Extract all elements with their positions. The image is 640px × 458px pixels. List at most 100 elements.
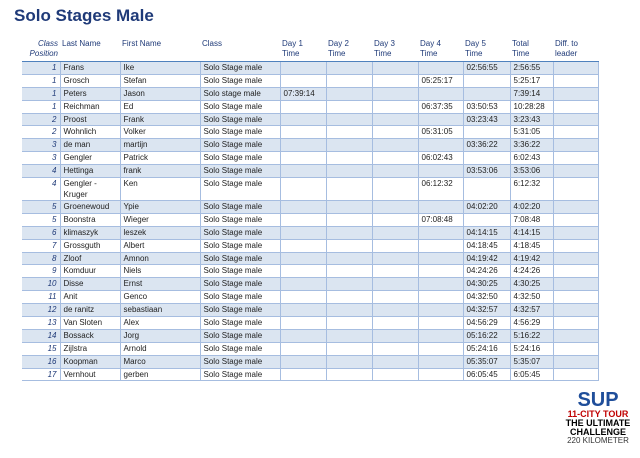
table-row: 2 Proost Frank Solo Stage male 03:23:43 3:23:… [22,112,599,127]
table-body: 1 Frans Ike Solo Stage male 02:56:55 2:56:55 1… [22,61,599,382]
cell: 17 [22,367,61,382]
cell [462,125,511,140]
cell: Solo Stage male [199,177,281,202]
cell: 4:19:42 [509,251,554,266]
header-text: Class [37,39,58,48]
cell: 07:39:14 [279,86,327,101]
cell: Solo Stage male [199,328,281,343]
table-row: 7 Grossguth Albert Solo Stage male 04:18:45 4… [22,238,599,253]
cell [325,112,373,127]
cell [371,200,419,214]
cell: 13 [22,316,61,330]
cell [371,238,419,253]
header-row: Class Position Last Name First Name Class Day… [22,39,598,62]
table-row: 1 Frans Ike Solo Stage male 02:56:55 2:56:55 [22,61,599,75]
logo-line: THE ULTIMATE [565,418,631,428]
cell: Volker [119,125,201,140]
cell: Solo Stage male [199,112,281,127]
cell [325,251,373,266]
cell [325,61,373,75]
cell: leszek [119,225,201,240]
cell [552,112,599,127]
cell [417,264,464,279]
column-header: Day 5 Time [463,39,510,62]
cell [371,367,419,382]
cell: Ken [119,177,201,202]
table-row: 15 Zijlstra Arnold Solo Stage male 05:24:16 5… [22,341,599,356]
header-text: Time [374,49,392,58]
cell: Solo Stage male [199,200,281,214]
cell: 6:02:43 [509,151,554,166]
table-row: 8 Zloof Amnon Solo Stage male 04:19:42 4:19:4… [22,251,599,266]
cell: Solo Stage male [199,341,281,356]
table-row: 4 Hettinga frank Solo Stage male 03:53:06 3:5… [22,164,599,179]
logo: SUP 11-CITY TOUR THE ULTIMATE CHALLENGE … [560,390,636,458]
cell: Ed [119,99,201,114]
cell [371,316,419,330]
cell [325,316,373,330]
cell [371,341,419,356]
cell [325,138,373,153]
table-row: 5 Boonstra Wieger Solo Stage male 07:08:48 7:… [22,212,599,227]
cell [279,138,327,153]
cell [325,212,373,227]
cell: Albert [119,238,201,253]
column-header: Day 3 Time [372,39,418,62]
cell: 7 [22,238,61,253]
cell [371,264,419,279]
cell: Wohnlich [59,125,121,140]
cell: 1 [22,99,61,114]
cell [552,354,599,369]
cell: Proost [59,112,121,127]
cell [371,251,419,266]
cell: 4:02:20 [509,200,554,214]
cell: 5:24:16 [509,341,554,356]
cell: Marco [119,354,201,369]
cell [417,138,464,153]
cell [279,316,327,330]
cell: 1 [22,86,61,101]
cell [552,225,599,240]
cell: 6:05:45 [509,367,554,382]
cell [552,212,599,227]
cell [325,277,373,292]
cell [417,112,464,127]
header-text: Diff. to [555,39,578,48]
cell: Peters [59,86,121,101]
cell: Solo Stage male [199,264,281,279]
cell: 05:25:17 [417,73,464,88]
table-row: 16 Koopman Marco Solo Stage male 05:35:07 5:3… [22,354,599,369]
header-text: Day 3 [374,39,395,48]
table-row: 2 Wohnlich Volker Solo Stage male 05:31:05 5:… [22,125,599,140]
cell: 4:56:29 [509,316,554,330]
cell [279,200,327,214]
cell: de man [59,138,121,153]
cell: Wieger [119,212,201,227]
cell: 9 [22,264,61,279]
cell: Solo stage male [199,86,281,101]
cell [417,277,464,292]
cell [371,354,419,369]
cell [552,200,599,214]
cell: Amnon [119,251,201,266]
cell: Ypie [119,200,201,214]
cell [279,125,327,140]
cell [325,125,373,140]
cell: Solo Stage male [199,251,281,266]
cell [417,367,464,382]
column-header: Day 2 Time [326,39,372,62]
cell: Boonstra [59,212,121,227]
cell [325,151,373,166]
cell [552,303,599,318]
cell: 3:53:06 [509,164,554,179]
cell [417,341,464,356]
cell [279,212,327,227]
cell [325,290,373,305]
cell [371,164,419,179]
cell [279,99,327,114]
table-row: 3 Gengler Patrick Solo Stage male 06:02:43 6:… [22,151,599,166]
table-row: 1 Reichman Ed Solo Stage male 06:37:35 03:50:… [22,99,599,114]
cell: 03:36:22 [462,138,511,153]
cell: Disse [59,277,121,292]
